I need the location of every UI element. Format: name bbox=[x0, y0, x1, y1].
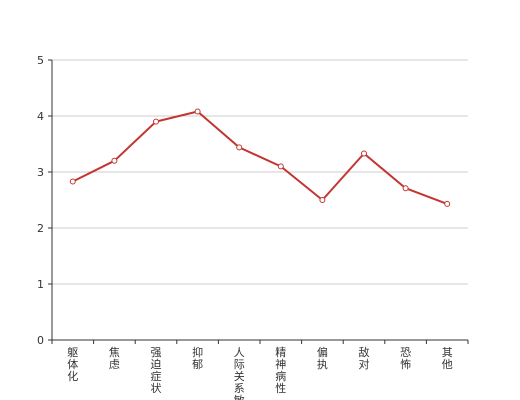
data-point bbox=[153, 118, 159, 125]
data-point bbox=[111, 157, 118, 164]
x-tick-labels: 躯体化 焦虑 强迫症状 抑郁 人际关系敏 精神病性 偏执 敌对 恐怖 其他 bbox=[67, 345, 452, 400]
y-tick-label: 3 bbox=[37, 166, 44, 179]
y-tick-label: 1 bbox=[37, 278, 44, 291]
data-point bbox=[194, 108, 201, 115]
x-tick-label: 焦虑 bbox=[109, 346, 120, 371]
y-tick-labels: 0 1 2 3 4 5 bbox=[37, 54, 44, 347]
x-tick-label: 偏执 bbox=[317, 345, 328, 371]
x-tick-label: 其他 bbox=[442, 346, 453, 371]
x-tick-label: 恐怖 bbox=[400, 346, 411, 371]
data-point bbox=[402, 185, 409, 192]
x-tick-label: 躯体化 bbox=[67, 346, 78, 383]
x-tick-label: 精神病性 bbox=[275, 346, 286, 395]
data-point bbox=[444, 200, 451, 207]
axes bbox=[48, 59, 469, 344]
grid-lines bbox=[52, 59, 468, 285]
x-tick-label: 人际关系敏 bbox=[234, 346, 245, 400]
data-point bbox=[277, 163, 284, 170]
data-point bbox=[236, 144, 243, 151]
x-tick-label: 抑郁 bbox=[192, 345, 203, 371]
data-point bbox=[361, 150, 367, 157]
series bbox=[69, 108, 451, 207]
y-tick-label: 0 bbox=[37, 334, 44, 347]
x-tick-label: 敌对 bbox=[359, 345, 370, 371]
x-tick-label: 强迫症状 bbox=[151, 346, 162, 395]
y-tick-label: 2 bbox=[37, 222, 44, 235]
data-point bbox=[319, 197, 326, 203]
data-point bbox=[69, 178, 76, 185]
y-tick-label: 5 bbox=[37, 54, 44, 67]
y-tick-label: 4 bbox=[37, 110, 44, 123]
series-line bbox=[72, 110, 448, 205]
